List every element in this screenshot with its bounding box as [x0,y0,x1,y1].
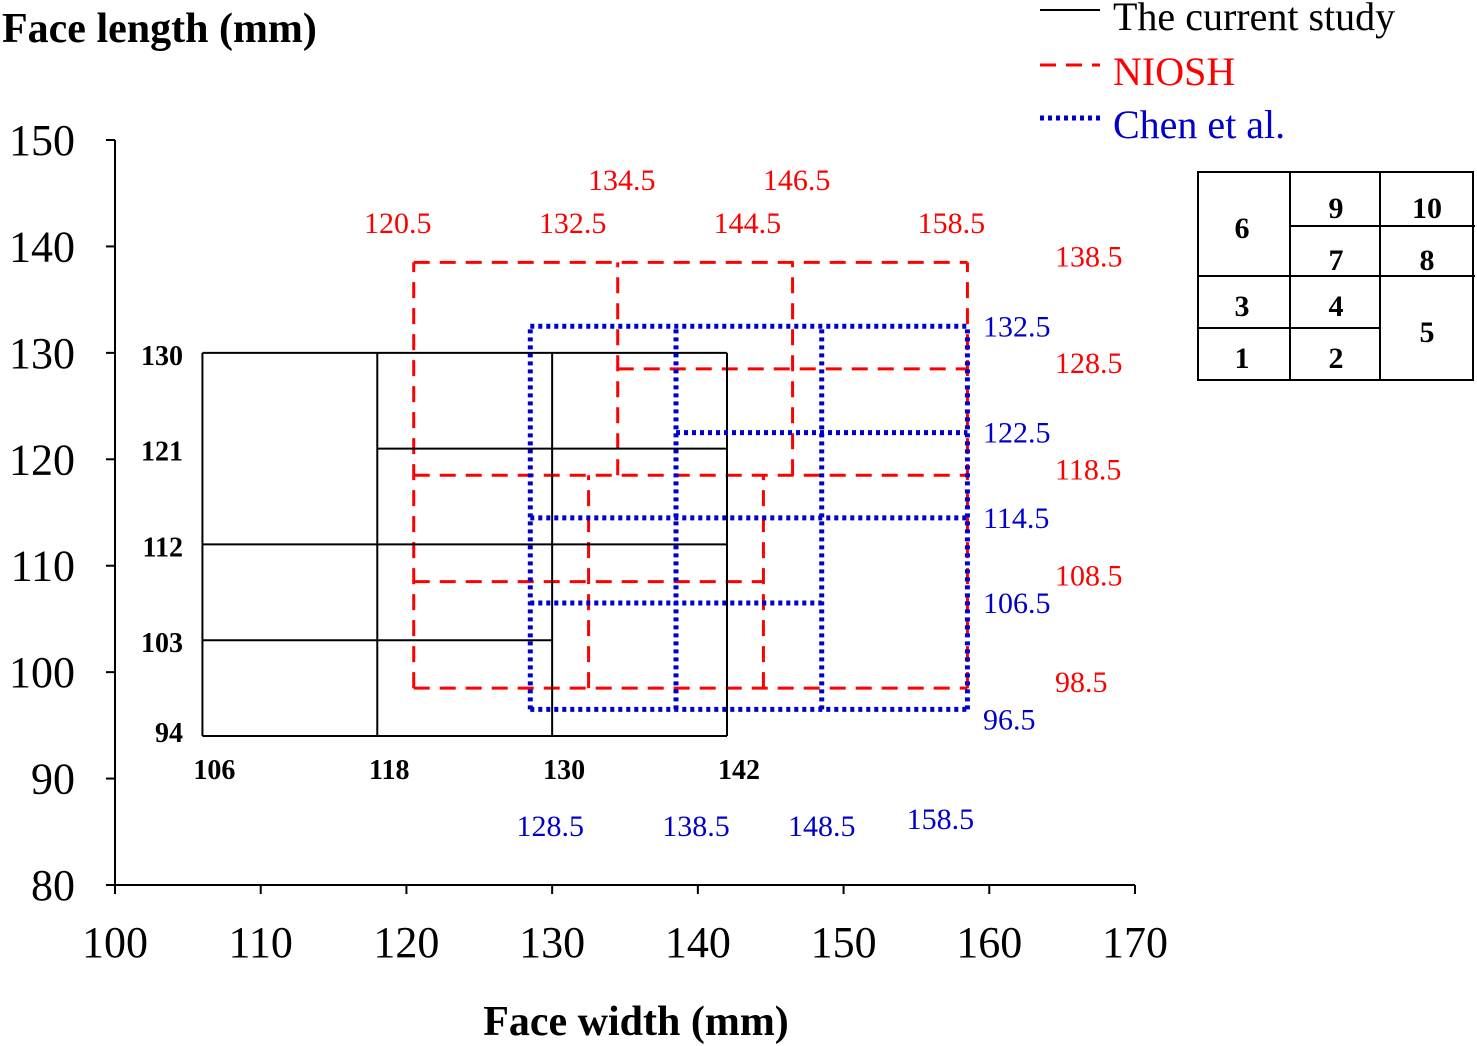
boundary-label: 130 [543,755,585,786]
series-layer [201,260,970,737]
boundary-label: 98.5 [1055,666,1108,699]
cell-key-label: 2 [1329,342,1344,375]
legend-label-chen: Chen et al. [1113,102,1285,147]
legend-label-current: The current study [1113,0,1395,39]
series-dotted-grid [527,323,970,712]
boundary-label: 132.5 [983,310,1051,343]
cell-numbering-key: 6 9 10 7 8 3 4 5 1 2 [1197,171,1475,381]
boundary-label: 132.5 [539,207,607,240]
y-tick-label: 150 [9,116,75,165]
y-tick-label: 140 [9,222,75,271]
cell-key-label: 1 [1235,342,1250,375]
x-tick-label: 170 [1102,918,1168,967]
series-labels: 106 118 130 142 94 103 112 121 130 120.5 132.5 144.… [141,164,1123,843]
cell-key-label: 10 [1412,192,1442,225]
x-ticks: 100 110 120 130 140 150 160 170 [82,885,1168,967]
cell-key-label: 8 [1420,244,1435,277]
boundary-label: 144.5 [714,207,782,240]
cell-key-label: 9 [1329,192,1344,225]
y-axis-title: Face length (mm) [2,6,317,52]
boundary-label: 121 [141,437,183,468]
boundary-label: 120.5 [364,207,432,240]
boundary-label: 96.5 [983,703,1036,736]
boundary-label: 148.5 [788,810,856,843]
boundary-label: 146.5 [763,164,831,197]
boundary-label: 122.5 [983,417,1051,450]
boundary-label: 118 [369,755,409,786]
boundary-label: 103 [141,628,183,659]
series-solid-grid [201,351,728,737]
axes [114,140,1135,886]
boundary-label: 128.5 [1055,347,1123,380]
boundary-label: 130 [141,341,183,372]
y-tick-label: 100 [9,648,75,697]
boundary-label: 114.5 [983,502,1049,535]
boundary-label: 158.5 [907,803,975,836]
x-tick-label: 130 [519,918,585,967]
y-tick-label: 110 [11,542,75,591]
x-axis-title: Face width (mm) [483,999,789,1045]
x-tick-label: 100 [82,918,148,967]
boundary-label: 108.5 [1055,560,1123,593]
x-tick-label: 140 [665,918,731,967]
boundary-label: 106.5 [983,587,1051,620]
cell-key-label: 3 [1235,290,1250,323]
y-tick-label: 130 [9,329,75,378]
boundary-label: 134.5 [588,164,656,197]
boundary-label: 128.5 [517,810,585,843]
y-tick-label: 90 [31,755,75,804]
x-tick-label: 160 [956,918,1022,967]
cell-key-label: 6 [1235,212,1250,245]
legend: The current study NIOSH Chen et al. [1040,0,1395,147]
y-tick-label: 80 [31,861,75,910]
cell-key-label: 7 [1329,244,1344,277]
boundary-label: 106 [193,755,235,786]
cell-key-label: 5 [1420,316,1435,349]
boundary-label: 138.5 [662,810,730,843]
boundary-label: 94 [155,718,183,749]
legend-label-niosh: NIOSH [1113,49,1235,94]
cell-key-label: 4 [1329,290,1344,323]
boundary-label: 158.5 [918,207,986,240]
y-ticks: 80 90 100 110 120 130 140 150 [9,116,115,910]
x-tick-label: 150 [811,918,877,967]
boundary-label: 142 [718,755,760,786]
y-tick-label: 120 [9,435,75,484]
boundary-label: 138.5 [1055,240,1123,273]
boundary-label: 112 [143,532,183,563]
x-tick-label: 120 [373,918,439,967]
boundary-label: 118.5 [1055,453,1121,486]
x-tick-label: 110 [229,918,293,967]
